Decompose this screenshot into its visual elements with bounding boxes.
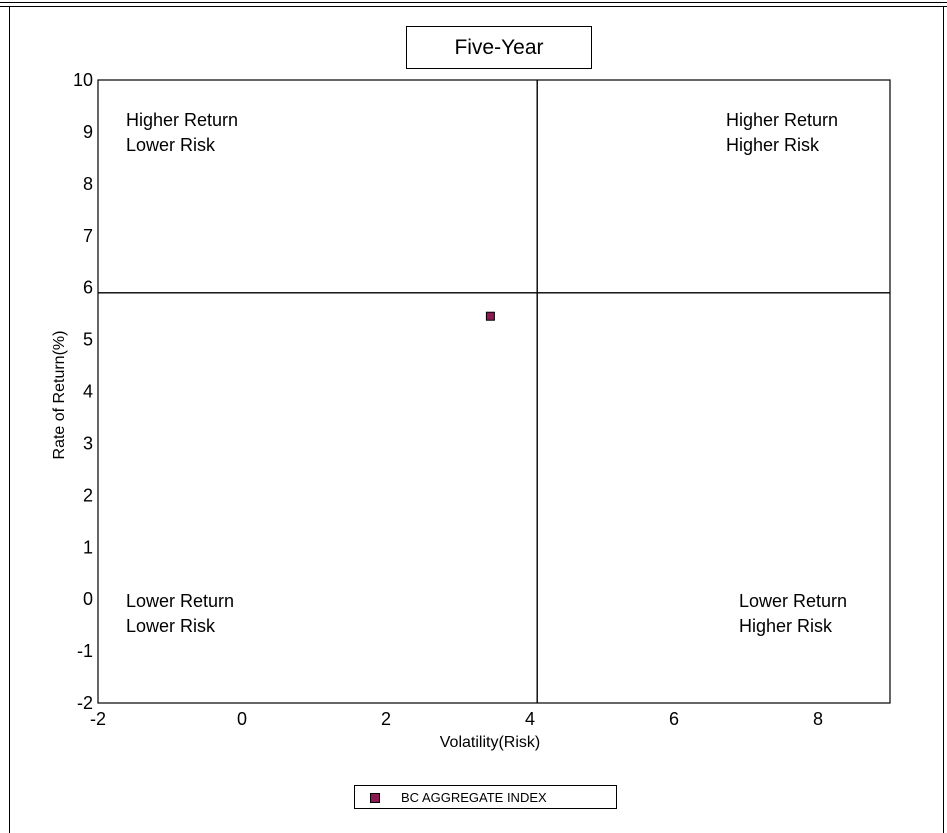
quadrant-top-left-line2: Lower Risk [126, 135, 216, 155]
y-tick-label: 7 [83, 226, 93, 246]
y-axis-label: Rate of Return(%) [51, 330, 68, 460]
quadrant-bottom-right: Lower Return Higher Risk [739, 589, 847, 639]
top-rule [0, 2, 947, 3]
quadrant-bottom-left-line2: Lower Risk [126, 616, 216, 636]
x-axis-label: Volatility(Risk) [439, 734, 541, 751]
left-rule [9, 6, 10, 833]
quadrant-top-right-line1: Higher Return [726, 110, 839, 130]
legend-label-bc-aggregate: BC AGGREGATE INDEX [401, 790, 547, 805]
x-tick-label: 8 [813, 709, 823, 729]
x-tick-label: 6 [669, 709, 679, 729]
x-tick-label: -2 [90, 709, 106, 729]
x-tick-label: 4 [525, 709, 535, 729]
x-tick-label: 0 [237, 709, 247, 729]
y-tick-label: 4 [83, 382, 93, 402]
y-tick-label: 2 [83, 485, 93, 505]
legend: BC AGGREGATE INDEX [354, 785, 617, 809]
quadrant-bottom-right-line2: Higher Risk [739, 616, 833, 636]
y-tick-label: 9 [83, 122, 93, 142]
quadrant-top-left-line1: Higher Return [126, 110, 239, 130]
quadrant-bottom-right-line1: Lower Return [739, 591, 848, 611]
quadrant-top-left: Higher Return Lower Risk [126, 108, 238, 158]
y-tick-label: 1 [83, 537, 93, 557]
y-tick-label: 6 [83, 278, 93, 298]
quadrant-top-right-line2: Higher Risk [726, 135, 820, 155]
y-tick-label: -1 [77, 641, 93, 661]
quadrant-top-right: Higher Return Higher Risk [726, 108, 838, 158]
right-rule [943, 6, 944, 833]
y-tick-label: 10 [73, 70, 93, 90]
y-tick-label: 8 [83, 174, 93, 194]
quadrant-bottom-left-line1: Lower Return [126, 591, 235, 611]
quadrant-bottom-left: Lower Return Lower Risk [126, 589, 234, 639]
chart-title: Five-Year [406, 26, 592, 69]
y-tick-label: 5 [83, 330, 93, 350]
x-tick-label: 2 [381, 709, 391, 729]
data-point-bc-aggregate-index [485, 311, 495, 321]
y-tick-label: 0 [83, 589, 93, 609]
legend-swatch-bc-aggregate [370, 793, 380, 803]
plot-area-border [97, 79, 891, 704]
top-rule-inner [0, 6, 947, 7]
y-tick-label: 3 [83, 433, 93, 453]
y-tick-label: -2 [77, 693, 93, 713]
